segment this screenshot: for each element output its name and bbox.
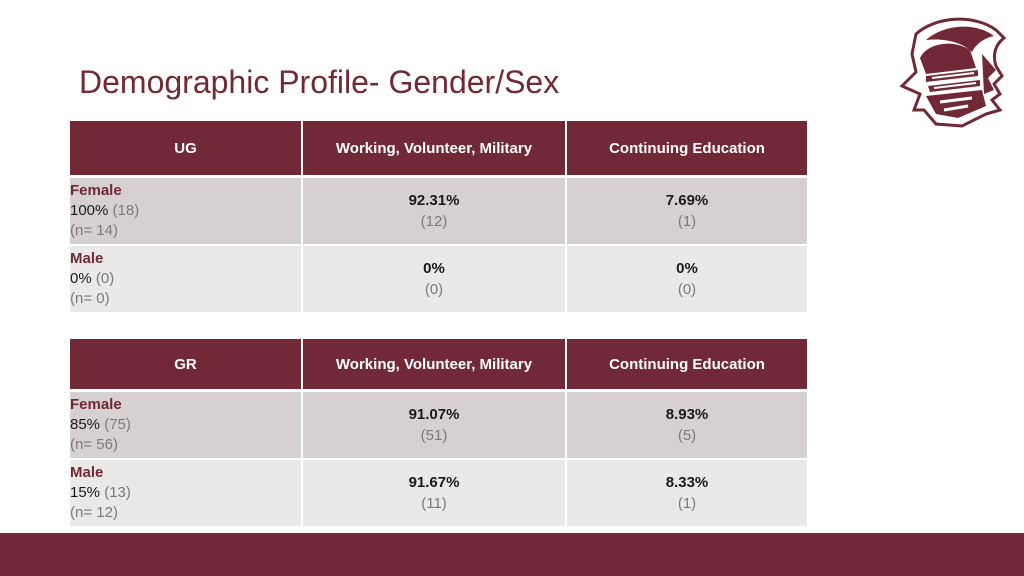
gender-percent: 100%	[70, 202, 109, 219]
footer-bar	[0, 533, 1024, 576]
gender-count: (75)	[104, 416, 131, 433]
gender-cell: Male 15% (13) (n= 12)	[70, 459, 303, 528]
column-header-working: Working, Volunteer, Military	[302, 121, 567, 178]
gender-count: (0)	[95, 270, 115, 287]
gender-label: Female	[70, 396, 122, 413]
ug-table: UG Working, Volunteer, Military Continui…	[70, 121, 807, 314]
sample-size: (n= 14)	[70, 222, 118, 239]
value-count: (5)	[677, 427, 697, 444]
value-count: (12)	[420, 213, 448, 230]
column-header-working: Working, Volunteer, Military	[302, 339, 567, 392]
gender-cell: Male 0% (0) (n= 0)	[70, 245, 303, 314]
value-count: (0)	[677, 281, 697, 298]
table-row: Male 15% (13) (n= 12) 91.67% (11) 8.33% …	[70, 459, 807, 528]
column-header-group: GR	[70, 339, 303, 392]
knight-helmet-icon	[899, 17, 1007, 128]
table-row: Male 0% (0) (n= 0) 0% (0) 0% (0)	[70, 245, 807, 314]
working-value-cell: 91.07% (51)	[302, 390, 567, 460]
sample-size: (n= 12)	[70, 504, 118, 521]
value-percent: 0%	[676, 260, 698, 277]
continuing-value-cell: 8.93% (5)	[566, 390, 807, 460]
value-count: (1)	[677, 495, 697, 512]
gender-percent: 85%	[70, 416, 101, 433]
value-percent: 92.31%	[408, 192, 460, 209]
continuing-value-cell: 7.69% (1)	[566, 176, 807, 246]
column-header-group: UG	[70, 121, 303, 178]
column-header-continuing: Continuing Education	[566, 121, 807, 178]
value-percent: 8.33%	[665, 474, 709, 491]
column-header-continuing: Continuing Education	[566, 339, 807, 392]
sample-size: (n= 0)	[70, 290, 110, 307]
value-count: (1)	[677, 213, 697, 230]
sample-size: (n= 56)	[70, 436, 118, 453]
gender-percent: 15%	[70, 484, 101, 501]
continuing-value-cell: 0% (0)	[566, 245, 807, 314]
table-header-row: UG Working, Volunteer, Military Continui…	[70, 121, 807, 178]
value-percent: 91.67%	[408, 474, 460, 491]
working-value-cell: 0% (0)	[302, 245, 567, 314]
continuing-value-cell: 8.33% (1)	[566, 459, 807, 528]
working-value-cell: 92.31% (12)	[302, 176, 567, 246]
gender-percent: 0%	[70, 270, 92, 287]
value-percent: 8.93%	[665, 406, 709, 423]
value-percent: 7.69%	[665, 192, 709, 209]
gender-count: (18)	[112, 202, 140, 219]
value-percent: 0%	[423, 260, 445, 277]
table-header-row: GR Working, Volunteer, Military Continui…	[70, 339, 807, 392]
value-count: (11)	[421, 495, 447, 512]
value-count: (0)	[424, 281, 444, 298]
gender-count: (13)	[104, 484, 131, 501]
gender-label: Female	[70, 182, 122, 199]
gender-cell: Female 85% (75) (n= 56)	[70, 390, 303, 460]
value-count: (51)	[420, 427, 448, 444]
table-row: Female 100% (18) (n= 14) 92.31% (12) 7.6…	[70, 176, 807, 246]
table-row: Female 85% (75) (n= 56) 91.07% (51) 8.93…	[70, 390, 807, 460]
gender-label: Male	[70, 250, 104, 267]
gender-label: Male	[70, 464, 104, 481]
gender-cell: Female 100% (18) (n= 14)	[70, 176, 303, 246]
value-percent: 91.07%	[408, 406, 460, 423]
page-title: Demographic Profile- Gender/Sex	[79, 64, 560, 100]
working-value-cell: 91.67% (11)	[302, 459, 567, 528]
gr-table: GR Working, Volunteer, Military Continui…	[70, 339, 807, 528]
